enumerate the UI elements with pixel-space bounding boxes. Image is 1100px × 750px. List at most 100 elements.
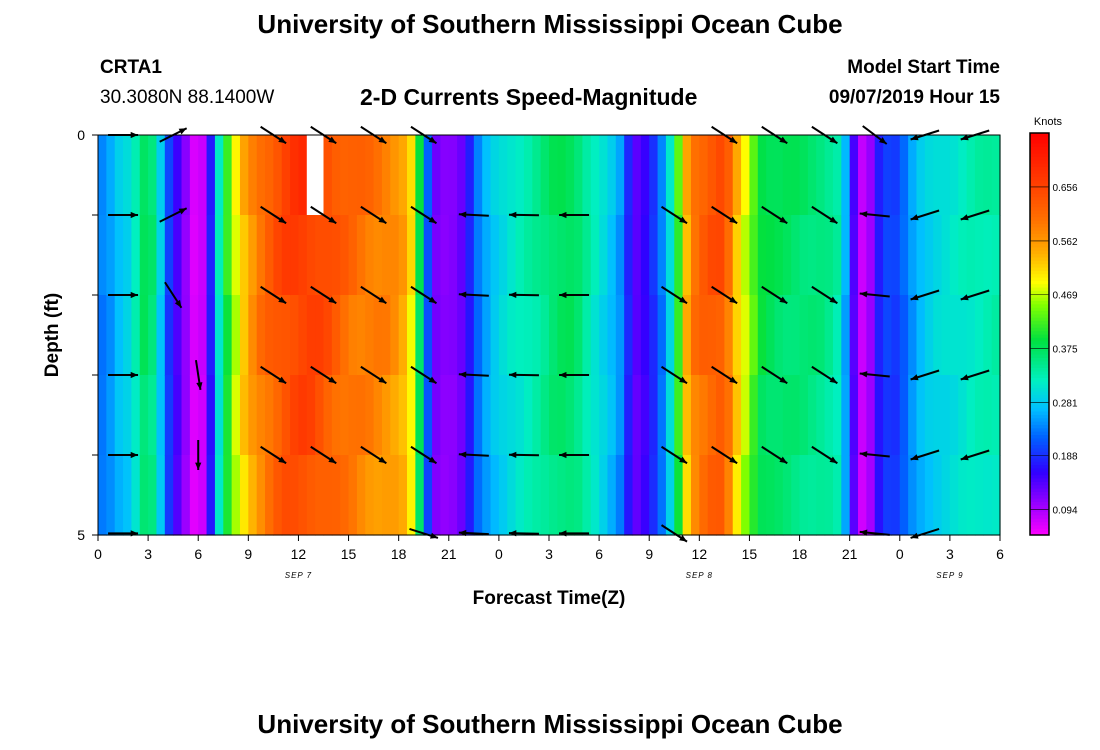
heatmap-cell (866, 135, 876, 216)
heatmap-cell (640, 455, 650, 536)
heatmap-cell (440, 215, 450, 296)
colorbar-segment (1030, 317, 1049, 322)
heatmap-cell (899, 215, 909, 296)
colorbar-segment (1030, 427, 1049, 432)
heatmap-cell (231, 215, 241, 296)
current-vector (260, 365, 287, 385)
heatmap-cell (281, 215, 291, 296)
heatmap-cell (198, 375, 208, 456)
heatmap-cell (908, 455, 918, 536)
heatmap-cell (515, 135, 525, 216)
heatmap-cell (198, 135, 208, 216)
heatmap-cell (331, 375, 341, 456)
heatmap-cell (974, 135, 984, 216)
heatmap-cell (306, 375, 316, 456)
heatmap-cell (156, 215, 166, 296)
heatmap-cell (248, 295, 258, 376)
heatmap-cell (774, 455, 784, 536)
missing-cell (306, 135, 324, 215)
heatmap-cell (741, 135, 751, 216)
heatmap-cell (231, 455, 241, 536)
heatmap-cell (498, 135, 508, 216)
heatmap-cell (874, 135, 884, 216)
current-vector (660, 365, 688, 385)
current-vector (761, 445, 788, 465)
heatmap-cell (716, 215, 725, 296)
heatmap-cell (883, 295, 893, 376)
heatmap-cell (741, 295, 751, 376)
colorbar-segment (1030, 139, 1049, 144)
heatmap-cell (607, 375, 617, 456)
heatmap-cell (883, 215, 893, 296)
heatmap-cell (256, 295, 266, 376)
colorbar-segment (1030, 293, 1049, 298)
heatmap-cell (532, 135, 542, 216)
heatmap-cell (741, 215, 751, 296)
heatmap-cell (916, 295, 926, 376)
heatmap-cell (223, 455, 233, 536)
heatmap-cell (665, 215, 675, 296)
heatmap-cell (223, 295, 233, 376)
heatmap-cell (206, 455, 216, 536)
heatmap-cell (457, 135, 467, 216)
heatmap-cell (724, 295, 734, 376)
heatmap-cell (665, 135, 675, 216)
current-vector (859, 529, 890, 536)
heatmap-cell (908, 295, 918, 376)
heatmap-cell (607, 295, 617, 376)
colorbar-tick-label: 0.094 (1052, 506, 1077, 517)
heatmap-cell (256, 375, 266, 456)
colorbar-segment (1030, 474, 1049, 479)
model-start-label: Model Start Time (847, 57, 1000, 78)
heatmap-cell (306, 215, 316, 296)
heatmap-cell (273, 135, 283, 216)
current-vector (508, 211, 539, 218)
heatmap-cell (231, 295, 241, 376)
heatmap-cell (958, 455, 968, 536)
heatmap-cell (858, 375, 867, 456)
heatmap-cell (373, 375, 383, 456)
heatmap-cell (816, 375, 826, 456)
colorbar-segment (1030, 374, 1049, 379)
colorbar-segment (1030, 524, 1049, 529)
current-vector (409, 527, 439, 539)
heatmap-cell (615, 295, 625, 376)
colorbar-segment (1030, 508, 1049, 513)
heatmap-cell (139, 455, 149, 536)
heatmap-cell (206, 215, 216, 296)
heatmap-cell (674, 295, 684, 376)
heatmap-cell (106, 375, 116, 456)
heatmap-cell (448, 375, 458, 456)
heatmap-cell (766, 295, 776, 376)
colorbar-segment (1030, 531, 1049, 536)
x-tick-label: 21 (441, 546, 457, 562)
heatmap-cell (281, 295, 291, 376)
heatmap-cell (356, 215, 366, 296)
heatmap-cell (607, 455, 617, 536)
heatmap-cell (482, 375, 492, 456)
current-vector (559, 451, 590, 459)
heatmap-cell (649, 455, 659, 536)
colorbar-segment (1030, 394, 1049, 399)
heatmap-cell (223, 375, 233, 456)
heatmap-cell (440, 455, 450, 536)
heatmap-cell (908, 375, 918, 456)
colorbar-segment (1030, 273, 1049, 278)
colorbar-segment (1030, 384, 1049, 389)
heatmap-cell (189, 455, 199, 536)
heatmap-cell (482, 135, 492, 216)
heatmap-cell (123, 215, 133, 296)
heatmap-cell (624, 455, 634, 536)
colorbar-segment (1030, 444, 1049, 449)
heatmap-cell (473, 215, 483, 296)
current-vector (108, 371, 139, 379)
current-vector (910, 209, 940, 221)
heatmap-cell (323, 135, 333, 216)
colorbar-segment (1030, 210, 1049, 214)
colorbar-segment (1030, 179, 1049, 184)
heatmap-cell (899, 295, 909, 376)
heatmap-cell (757, 135, 767, 216)
heatmap-cell (682, 455, 692, 536)
colorbar-segment (1030, 461, 1049, 466)
